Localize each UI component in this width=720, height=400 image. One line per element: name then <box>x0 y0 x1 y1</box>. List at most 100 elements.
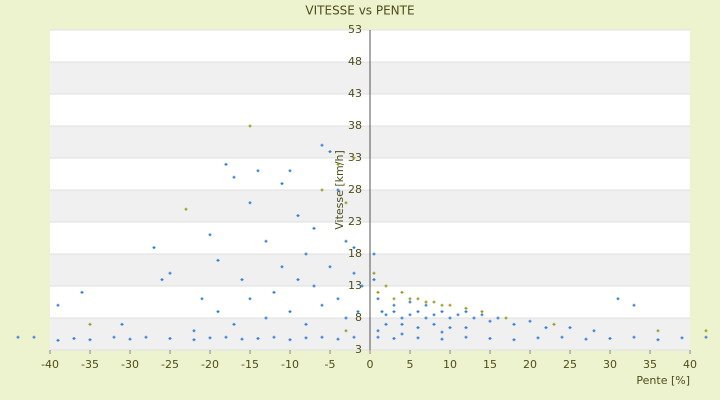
point <box>120 322 124 326</box>
point <box>16 335 20 339</box>
point <box>216 258 220 262</box>
point <box>408 297 412 301</box>
point <box>344 201 348 205</box>
point <box>656 329 660 333</box>
x-tick-label: 40 <box>683 358 697 371</box>
point <box>312 226 316 230</box>
x-axis-label: Pente [%] <box>636 374 690 387</box>
point <box>336 188 340 192</box>
x-tick-label: 0 <box>367 358 374 371</box>
point <box>184 207 188 211</box>
point <box>152 246 156 250</box>
x-tick-label: -15 <box>241 358 259 371</box>
y-tick-label: 38 <box>348 119 362 132</box>
point <box>72 336 76 340</box>
point <box>536 336 540 340</box>
point <box>376 329 380 333</box>
x-tick-label: 30 <box>603 358 617 371</box>
point <box>320 143 324 147</box>
y-tick-label: 43 <box>348 87 362 100</box>
point <box>32 335 36 339</box>
point <box>360 284 364 288</box>
point <box>240 278 244 282</box>
point <box>128 337 132 341</box>
point <box>616 297 620 301</box>
point <box>264 239 268 243</box>
point <box>424 316 428 320</box>
x-tick-label: -30 <box>121 358 139 371</box>
point <box>704 329 708 333</box>
x-tick-label: -25 <box>161 358 179 371</box>
point <box>416 326 420 330</box>
point <box>464 326 468 330</box>
y-tick-label: 8 <box>355 311 362 324</box>
point <box>272 335 276 339</box>
point <box>232 322 236 326</box>
point <box>384 313 388 317</box>
point <box>352 246 356 250</box>
point <box>240 337 244 341</box>
point <box>208 233 212 237</box>
point <box>464 306 468 310</box>
point <box>56 338 60 342</box>
point <box>216 310 220 314</box>
point <box>432 322 436 326</box>
point <box>464 335 468 339</box>
point <box>440 337 444 341</box>
point <box>144 335 148 339</box>
point <box>560 335 564 339</box>
point <box>320 188 324 192</box>
point <box>496 316 500 320</box>
x-tick-label: -35 <box>81 358 99 371</box>
point <box>408 300 412 304</box>
point <box>440 310 444 314</box>
point <box>512 322 516 326</box>
point <box>528 319 532 323</box>
point <box>224 335 228 339</box>
point <box>472 316 476 320</box>
point <box>200 297 204 301</box>
point <box>544 326 548 330</box>
point <box>224 162 228 166</box>
point <box>480 310 484 314</box>
x-tick-label: 25 <box>563 358 577 371</box>
y-tick-label: 3 <box>355 343 362 356</box>
point <box>88 338 92 342</box>
point <box>440 303 444 307</box>
x-tick-label: 15 <box>483 358 497 371</box>
point <box>448 303 452 307</box>
point <box>280 182 284 186</box>
point <box>456 313 460 317</box>
point <box>280 265 284 269</box>
point <box>256 336 260 340</box>
y-tick-label: 23 <box>348 215 362 228</box>
point <box>372 271 376 275</box>
point <box>352 156 356 160</box>
point <box>372 278 376 282</box>
point <box>288 338 292 342</box>
point <box>112 335 116 339</box>
point <box>248 124 252 128</box>
point <box>372 252 376 256</box>
point <box>424 303 428 307</box>
point <box>568 326 572 330</box>
point <box>432 313 436 317</box>
point <box>440 330 444 334</box>
point <box>400 290 404 294</box>
point <box>328 150 332 154</box>
point <box>192 329 196 333</box>
y-tick-label: 13 <box>348 279 362 292</box>
y-tick-label: 53 <box>348 23 362 36</box>
point <box>352 271 356 275</box>
x-tick-label: 5 <box>407 358 414 371</box>
point <box>704 335 708 339</box>
point <box>312 284 316 288</box>
point <box>336 297 340 301</box>
point <box>168 336 172 340</box>
point <box>680 336 684 340</box>
point <box>632 303 636 307</box>
point <box>232 175 236 179</box>
point <box>448 326 452 330</box>
point <box>464 310 468 314</box>
point <box>248 201 252 205</box>
